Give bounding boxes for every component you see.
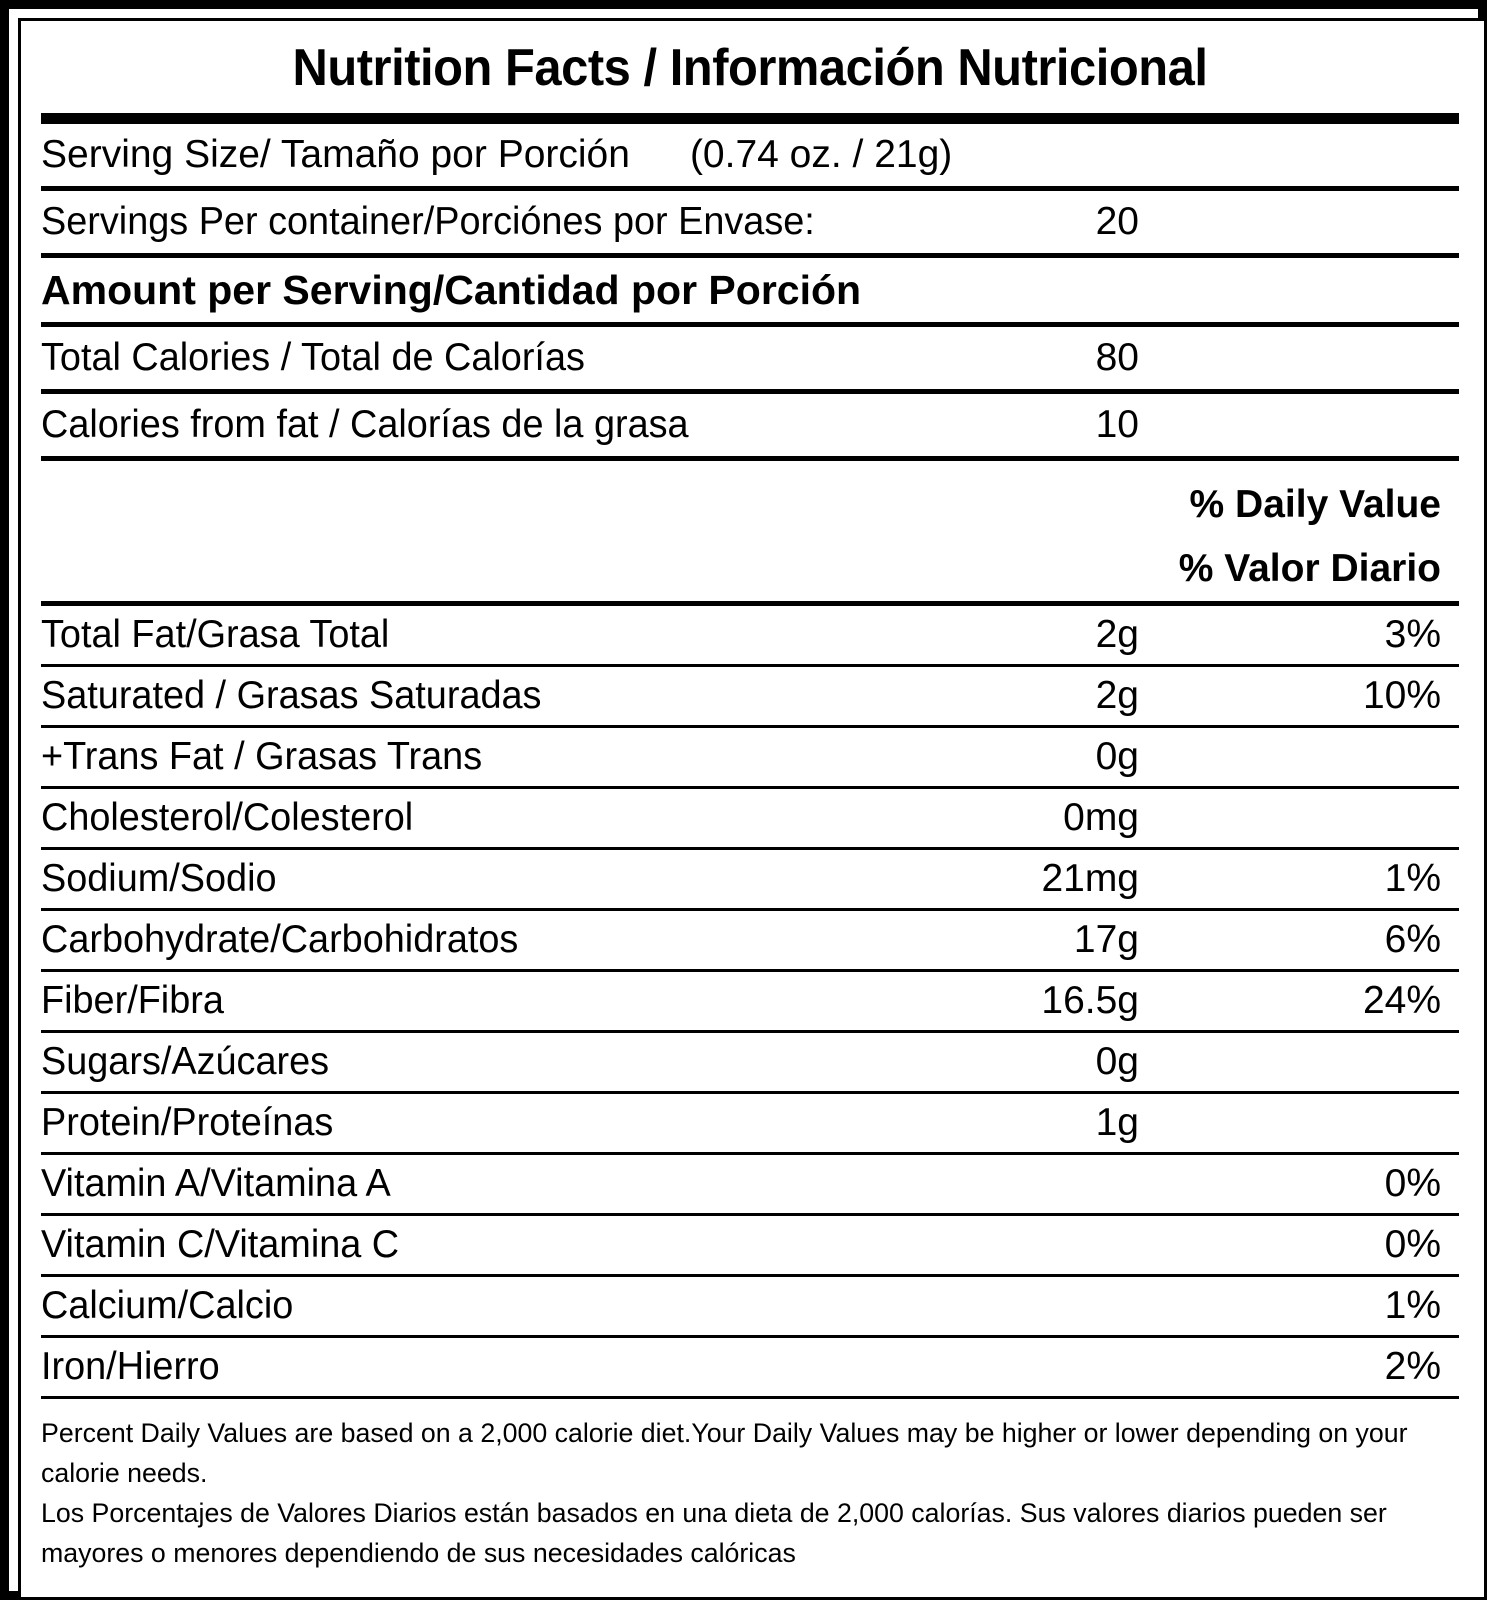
table-row: Calcium/Calcio 1%	[41, 1277, 1459, 1335]
nutrient-dv: 0%	[1384, 1223, 1441, 1266]
nutrient-label: +Trans Fat / Grasas Trans	[41, 735, 483, 778]
total-calories-label: Total Calories / Total de Calorías	[41, 336, 585, 379]
daily-value-header-en: % Daily Value	[1189, 483, 1441, 526]
row-rule	[41, 1335, 1459, 1338]
nutrient-label: Sodium/Sodio	[41, 857, 277, 900]
row-rule	[41, 786, 1459, 789]
rule-after-daily-value-header	[41, 601, 1459, 606]
servings-per-container-row: Servings Per container/Porciónes por Env…	[41, 191, 1459, 253]
footnote-spanish: Los Porcentajes de Valores Diarios están…	[41, 1498, 1387, 1568]
servings-per-container-value: 20	[1095, 200, 1139, 243]
table-row: Vitamin A/Vitamina A 0%	[41, 1155, 1459, 1213]
nutrient-label: Vitamin A/Vitamina A	[41, 1162, 391, 1205]
nutrient-label: Total Fat/Grasa Total	[41, 613, 390, 656]
rule-after-total-calories	[41, 389, 1459, 394]
nutrient-label: Vitamin C/Vitamina C	[41, 1223, 400, 1266]
rule-after-serving-size	[41, 186, 1459, 191]
nutrition-label-inner-frame: Nutrition Facts / Información Nutriciona…	[18, 18, 1487, 1600]
row-rule	[41, 1274, 1459, 1277]
nutrient-amount: 0g	[1095, 735, 1139, 778]
nutrient-amount: 1g	[1095, 1101, 1139, 1144]
nutrient-dv: 10%	[1362, 674, 1441, 717]
nutrient-amount: 0mg	[1063, 796, 1139, 839]
page-title: Nutrition Facts / Información Nutriciona…	[292, 39, 1208, 97]
nutrient-label: Saturated / Grasas Saturadas	[41, 674, 542, 717]
rule-after-calories-from-fat	[41, 456, 1459, 461]
table-row: Saturated / Grasas Saturadas 2g 10%	[41, 667, 1459, 725]
calories-from-fat-label: Calories from fat / Calorías de la grasa	[41, 403, 689, 446]
row-rule	[41, 1213, 1459, 1216]
rule-after-amount-per-serving	[41, 322, 1459, 327]
nutrient-label: Sugars/Azúcares	[41, 1040, 330, 1083]
rule-before-footnote	[41, 1396, 1459, 1399]
nutrient-amount: 0g	[1095, 1040, 1139, 1083]
table-row: Cholesterol/Colesterol 0mg	[41, 789, 1459, 847]
nutrient-label: Iron/Hierro	[41, 1345, 220, 1388]
row-rule	[41, 1030, 1459, 1033]
servings-per-container-label: Servings Per container/Porciónes por Env…	[41, 200, 815, 243]
serving-size-value: (0.74 oz. / 21g)	[689, 133, 953, 176]
nutrient-dv: 24%	[1362, 979, 1441, 1022]
row-rule	[41, 1091, 1459, 1094]
footnote-english: Percent Daily Values are based on a 2,00…	[41, 1418, 1408, 1488]
nutrient-amount: 2g	[1095, 613, 1139, 656]
nutrition-label-body: Nutrition Facts / Información Nutriciona…	[41, 21, 1459, 1597]
table-row: Iron/Hierro 2%	[41, 1338, 1459, 1396]
nutrient-label: Carbohydrate/Carbohidratos	[41, 918, 519, 961]
nutrient-amount: 2g	[1095, 674, 1139, 717]
row-rule	[41, 664, 1459, 667]
nutrient-amount: 16.5g	[1041, 979, 1139, 1022]
table-row: Carbohydrate/Carbohidratos 17g 6%	[41, 911, 1459, 969]
row-rule	[41, 725, 1459, 728]
serving-size-label: Serving Size/ Tamaño por Porción	[41, 133, 630, 176]
calories-from-fat-row: Calories from fat / Calorías de la grasa…	[41, 394, 1459, 456]
row-rule	[41, 908, 1459, 911]
nutrient-dv: 3%	[1384, 613, 1441, 656]
nutrient-dv: 6%	[1384, 918, 1441, 961]
nutrient-label: Fiber/Fibra	[41, 979, 224, 1022]
row-rule	[41, 847, 1459, 850]
nutrient-dv: 2%	[1384, 1345, 1441, 1388]
footnote-block: Percent Daily Values are based on a 2,00…	[41, 1399, 1459, 1573]
nutrient-label: Cholesterol/Colesterol	[41, 796, 414, 839]
total-calories-row: Total Calories / Total de Calorías 80	[41, 327, 1459, 389]
table-row: +Trans Fat / Grasas Trans 0g	[41, 728, 1459, 786]
table-row: Vitamin C/Vitamina C 0%	[41, 1216, 1459, 1274]
table-row: Sodium/Sodio 21mg 1%	[41, 850, 1459, 908]
daily-value-header: % Daily Value % Valor Diario	[41, 461, 1459, 601]
nutrient-label: Protein/Proteínas	[41, 1101, 334, 1144]
rule-after-servings-per-container	[41, 253, 1459, 258]
row-rule	[41, 1152, 1459, 1155]
daily-value-header-es: % Valor Diario	[1178, 547, 1441, 590]
title-separator-bar	[41, 113, 1459, 124]
table-row: Total Fat/Grasa Total 2g 3%	[41, 606, 1459, 664]
table-row: Protein/Proteínas 1g	[41, 1094, 1459, 1152]
row-rule	[41, 969, 1459, 972]
calories-from-fat-amount: 10	[1095, 403, 1139, 446]
amount-per-serving-header: Amount per Serving/Cantidad por Porción	[41, 267, 862, 313]
nutrient-dv: 1%	[1384, 857, 1441, 900]
serving-size-row: Serving Size/ Tamaño por Porción (0.74 o…	[41, 124, 1459, 186]
total-calories-amount: 80	[1095, 336, 1139, 379]
nutrient-label: Calcium/Calcio	[41, 1284, 294, 1327]
table-row: Fiber/Fibra 16.5g 24%	[41, 972, 1459, 1030]
nutrient-dv: 0%	[1384, 1162, 1441, 1205]
table-row: Sugars/Azúcares 0g	[41, 1033, 1459, 1091]
nutrient-dv: 1%	[1384, 1284, 1441, 1327]
nutrient-amount: 17g	[1073, 918, 1139, 961]
nutrient-amount: 21mg	[1041, 857, 1139, 900]
